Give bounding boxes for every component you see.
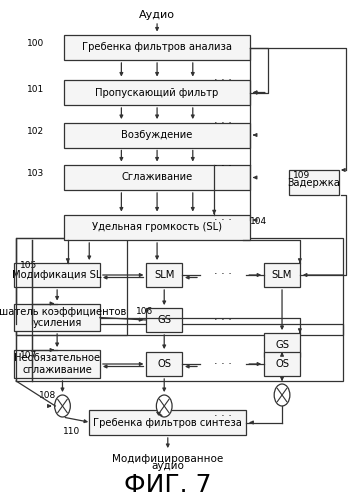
Circle shape bbox=[156, 395, 172, 417]
Text: 103: 103 bbox=[27, 170, 44, 178]
Text: · · ·: · · · bbox=[214, 315, 232, 325]
Text: 100: 100 bbox=[27, 40, 44, 48]
Text: · · ·: · · · bbox=[214, 359, 232, 369]
Text: Гребенка фильтров синтеза: Гребенка фильтров синтеза bbox=[93, 418, 242, 428]
Text: аудио: аудио bbox=[151, 461, 184, 471]
Text: 102: 102 bbox=[27, 127, 44, 136]
FancyBboxPatch shape bbox=[14, 263, 100, 287]
FancyBboxPatch shape bbox=[64, 215, 250, 240]
FancyBboxPatch shape bbox=[146, 263, 182, 287]
FancyBboxPatch shape bbox=[264, 352, 300, 376]
FancyBboxPatch shape bbox=[289, 170, 339, 195]
Text: Решатель коэффициентов
усиления: Решатель коэффициентов усиления bbox=[0, 306, 127, 328]
Text: 107: 107 bbox=[20, 350, 37, 360]
Text: 106: 106 bbox=[136, 308, 153, 316]
Text: GS: GS bbox=[275, 340, 289, 350]
Text: Гребенка фильтров анализа: Гребенка фильтров анализа bbox=[82, 42, 232, 52]
FancyBboxPatch shape bbox=[146, 308, 182, 332]
FancyBboxPatch shape bbox=[14, 350, 100, 378]
Text: Модифицированное: Модифицированное bbox=[112, 454, 223, 464]
Text: Необязательное
сглаживание: Необязательное сглаживание bbox=[14, 353, 100, 375]
Text: Задержка: Задержка bbox=[288, 178, 341, 188]
Text: 105: 105 bbox=[20, 262, 37, 270]
Text: GS: GS bbox=[157, 315, 171, 325]
Text: · · ·: · · · bbox=[214, 269, 232, 279]
Text: · · ·: · · · bbox=[214, 411, 232, 421]
FancyBboxPatch shape bbox=[89, 410, 246, 435]
FancyBboxPatch shape bbox=[264, 333, 300, 357]
Circle shape bbox=[55, 395, 70, 417]
Text: · · ·: · · · bbox=[214, 118, 232, 128]
FancyBboxPatch shape bbox=[14, 304, 100, 332]
Text: Аудио: Аудио bbox=[139, 10, 175, 20]
Text: · · ·: · · · bbox=[214, 215, 232, 225]
Text: 109: 109 bbox=[293, 172, 310, 180]
FancyBboxPatch shape bbox=[264, 263, 300, 287]
Text: 104: 104 bbox=[250, 216, 267, 226]
Circle shape bbox=[274, 384, 290, 406]
Text: Возбуждение: Возбуждение bbox=[121, 130, 193, 140]
Text: Пропускающий фильтр: Пропускающий фильтр bbox=[95, 88, 219, 98]
Text: SLM: SLM bbox=[154, 270, 175, 280]
FancyBboxPatch shape bbox=[64, 122, 250, 148]
Text: 101: 101 bbox=[27, 84, 44, 94]
Text: · · ·: · · · bbox=[214, 161, 232, 171]
FancyBboxPatch shape bbox=[64, 165, 250, 190]
FancyBboxPatch shape bbox=[64, 80, 250, 105]
Text: 110: 110 bbox=[62, 426, 80, 436]
Text: Модификация SL: Модификация SL bbox=[12, 270, 102, 280]
FancyBboxPatch shape bbox=[146, 352, 182, 376]
Text: Удельная громкость (SL): Удельная громкость (SL) bbox=[92, 222, 222, 232]
FancyBboxPatch shape bbox=[64, 35, 250, 60]
Text: OS: OS bbox=[275, 359, 289, 369]
Text: ФИГ. 7: ФИГ. 7 bbox=[124, 473, 212, 497]
Text: 108: 108 bbox=[39, 392, 56, 400]
Text: · · ·: · · · bbox=[214, 75, 232, 85]
Text: SLM: SLM bbox=[272, 270, 292, 280]
Text: OS: OS bbox=[157, 359, 171, 369]
Text: Сглаживание: Сглаживание bbox=[121, 172, 193, 182]
